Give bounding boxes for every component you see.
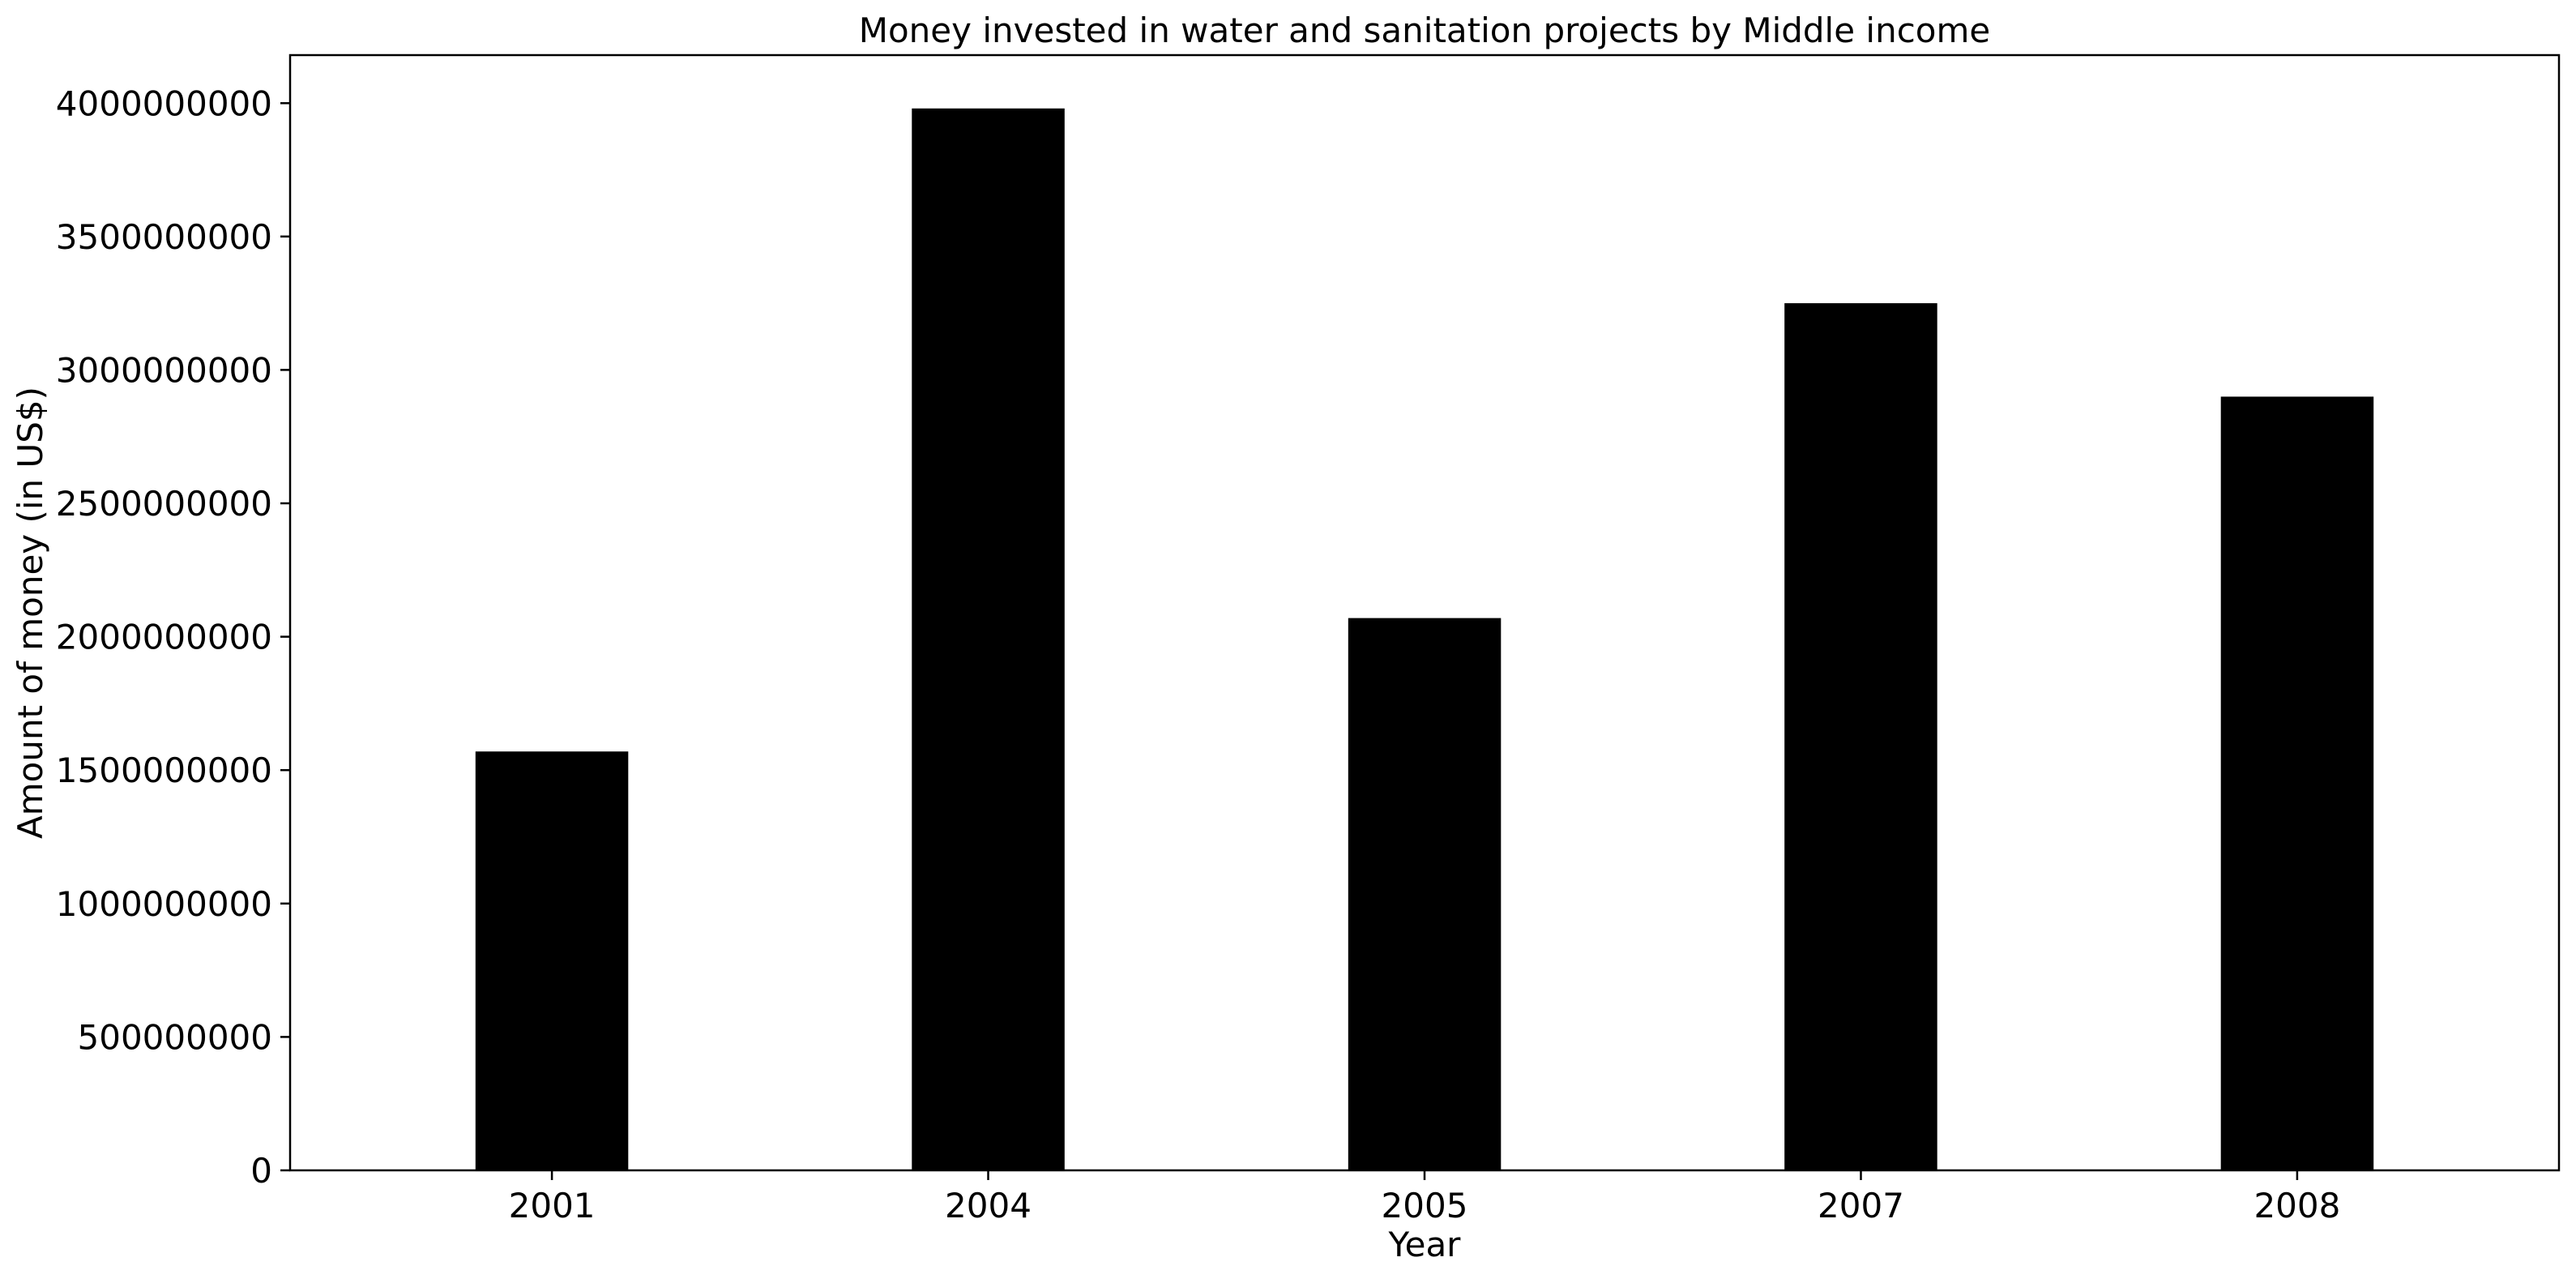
x-tick-label-2001: 2001: [509, 1186, 596, 1225]
bar-2004: [912, 108, 1065, 1170]
y-tick-label: 4000000000: [56, 83, 272, 123]
bar-2007: [1784, 303, 1937, 1171]
y-tick-label: 2000000000: [56, 618, 272, 657]
y-tick-label: 500000000: [78, 1017, 273, 1057]
y-axis-label: Amount of money (in US$): [11, 387, 50, 839]
x-axis-label: Year: [1388, 1225, 1462, 1264]
x-tick-label-2008: 2008: [2253, 1186, 2340, 1225]
y-axis-ticks: 0 500000000 1000000000 1500000000 2000000000…: [56, 83, 290, 1191]
y-tick-label: 3000000000: [56, 350, 272, 390]
x-tick-label-2005: 2005: [1382, 1186, 1468, 1225]
bar-2001: [475, 751, 629, 1170]
y-tick-label: 1500000000: [56, 751, 272, 790]
chart-title: Money invested in water and sanitation p…: [859, 11, 1991, 50]
x-tick-label-2007: 2007: [1818, 1186, 1904, 1225]
y-tick-label: 0: [250, 1151, 272, 1191]
y-tick-label: 1000000000: [56, 884, 272, 924]
x-axis-ticks: 2001 2004 2005 2007 2008: [509, 1170, 2340, 1225]
x-tick-label-2004: 2004: [945, 1186, 1032, 1225]
bar-2005: [1348, 618, 1502, 1170]
bars-group: [475, 108, 2374, 1171]
y-tick-label: 3500000000: [56, 217, 272, 257]
y-tick-label: 2500000000: [56, 484, 272, 524]
plot-frame: [288, 53, 2561, 1172]
bar-2008: [2220, 396, 2374, 1170]
